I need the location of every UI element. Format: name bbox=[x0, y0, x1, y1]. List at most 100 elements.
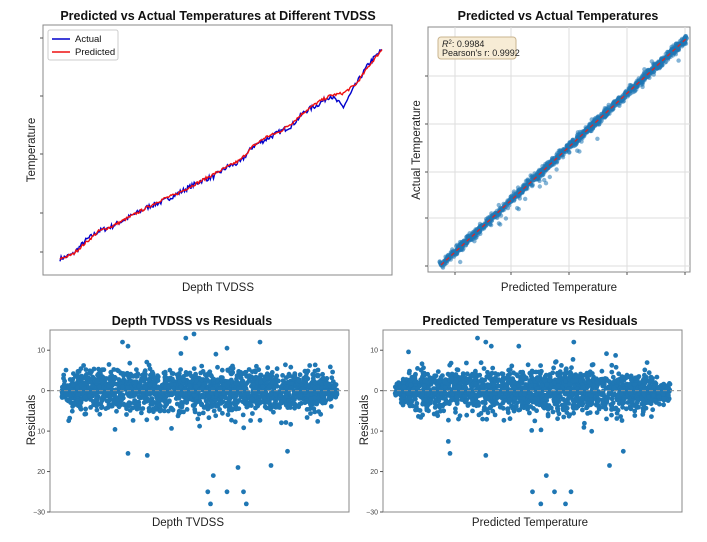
scatter-point bbox=[90, 383, 95, 389]
scatter-point bbox=[503, 216, 509, 221]
pearson-text: Pearson's r: 0.9992 bbox=[442, 48, 520, 58]
scatter-point bbox=[560, 155, 566, 160]
scatter-point bbox=[297, 393, 303, 399]
scatter-point bbox=[245, 380, 250, 386]
scatter-point bbox=[187, 370, 193, 376]
scatter-point bbox=[453, 406, 458, 412]
scatter-point bbox=[266, 384, 272, 390]
scatter-point bbox=[320, 375, 326, 381]
scatter-point bbox=[75, 385, 80, 391]
scatter-point bbox=[96, 401, 102, 407]
scatter-point bbox=[194, 399, 200, 405]
scatter-point bbox=[268, 391, 274, 397]
scatter-point bbox=[567, 382, 573, 387]
scatter-point bbox=[250, 387, 256, 393]
scatter-point bbox=[240, 412, 246, 418]
scatter-point bbox=[292, 371, 298, 376]
scatter-point bbox=[170, 390, 176, 396]
scatter-point bbox=[589, 117, 594, 122]
scatter-point bbox=[525, 362, 531, 368]
scatter-point bbox=[576, 389, 582, 395]
scatter-point bbox=[563, 367, 569, 373]
scatter-point bbox=[661, 396, 667, 402]
outlier-point bbox=[210, 473, 216, 478]
scatter-point bbox=[211, 376, 217, 382]
plot-predicted-residuals: Predicted Temperature vs Residuals 10010… bbox=[359, 314, 683, 529]
scatter-point bbox=[312, 380, 318, 386]
scatter-point bbox=[443, 257, 449, 262]
scatter-point bbox=[428, 375, 434, 381]
scatter-point bbox=[317, 379, 322, 384]
scatter-point bbox=[433, 397, 438, 402]
scatter-point bbox=[577, 402, 583, 407]
scatter-point bbox=[83, 367, 89, 372]
scatter-point bbox=[200, 394, 206, 400]
scatter-point bbox=[144, 417, 150, 423]
scatter-point bbox=[520, 369, 526, 375]
scatter-point bbox=[96, 384, 102, 390]
scatter-point bbox=[609, 369, 615, 375]
scatter-point bbox=[77, 405, 83, 411]
scatter-point bbox=[312, 409, 318, 415]
scatter-point bbox=[91, 400, 97, 405]
plot-area bbox=[42, 24, 393, 276]
chart-title: Predicted Temperature vs Residuals bbox=[422, 314, 637, 328]
scatter-point bbox=[228, 370, 234, 376]
scatter-point bbox=[466, 391, 471, 396]
scatter-point bbox=[320, 371, 325, 377]
scatter-point bbox=[312, 392, 318, 397]
outlier-point bbox=[120, 339, 125, 345]
scatter-point bbox=[668, 54, 673, 59]
scatter-point bbox=[231, 394, 237, 399]
scatter-point bbox=[619, 379, 624, 385]
scatter-point bbox=[83, 372, 89, 378]
scatter-point bbox=[215, 377, 221, 383]
scatter-point bbox=[457, 413, 463, 419]
scatter-point bbox=[312, 395, 318, 401]
scatter-point bbox=[67, 377, 73, 382]
scatter-point bbox=[509, 198, 514, 204]
scatter-point bbox=[236, 406, 242, 411]
scatter-point bbox=[486, 383, 492, 389]
scatter-point bbox=[626, 382, 632, 387]
scatter-point bbox=[238, 375, 244, 381]
scatter-point bbox=[265, 365, 271, 371]
scatter-point bbox=[116, 385, 122, 391]
scatter-point bbox=[177, 379, 183, 384]
scatter-point bbox=[186, 383, 192, 389]
plot-area bbox=[49, 329, 350, 513]
legend-label-actual: Actual bbox=[75, 34, 101, 45]
scatter-point bbox=[441, 408, 447, 414]
scatter-point bbox=[131, 379, 137, 385]
scatter-point bbox=[136, 402, 142, 408]
scatter-point bbox=[157, 397, 162, 403]
scatter-point bbox=[81, 363, 86, 368]
scatter-point bbox=[94, 396, 99, 402]
scatter-point bbox=[312, 385, 318, 391]
scatter-point bbox=[108, 369, 114, 375]
scatter-point bbox=[505, 410, 511, 415]
scatter-point bbox=[489, 370, 495, 376]
scatter-point bbox=[528, 383, 534, 388]
scatter-point bbox=[259, 399, 265, 405]
scatter-point bbox=[206, 415, 212, 421]
scatter-point bbox=[517, 196, 522, 201]
scatter-point bbox=[542, 378, 548, 383]
scatter-point bbox=[248, 418, 254, 423]
scatter-point bbox=[667, 381, 673, 387]
scatter-point bbox=[162, 372, 168, 377]
scatter-point bbox=[326, 382, 332, 388]
scatter-point bbox=[178, 384, 184, 390]
scatter-point bbox=[491, 402, 497, 408]
scatter-point bbox=[571, 400, 577, 405]
scatter-point bbox=[83, 406, 88, 412]
chart-title: Predicted vs Actual Temperatures bbox=[458, 9, 659, 23]
scatter-point bbox=[539, 383, 545, 388]
scatter-point bbox=[529, 428, 535, 433]
scatter-point bbox=[565, 143, 571, 148]
scatter-point bbox=[432, 405, 438, 410]
scatter-point bbox=[280, 373, 285, 378]
scatter-point bbox=[421, 383, 427, 389]
scatter-point bbox=[328, 404, 334, 409]
scatter-point bbox=[507, 416, 513, 422]
